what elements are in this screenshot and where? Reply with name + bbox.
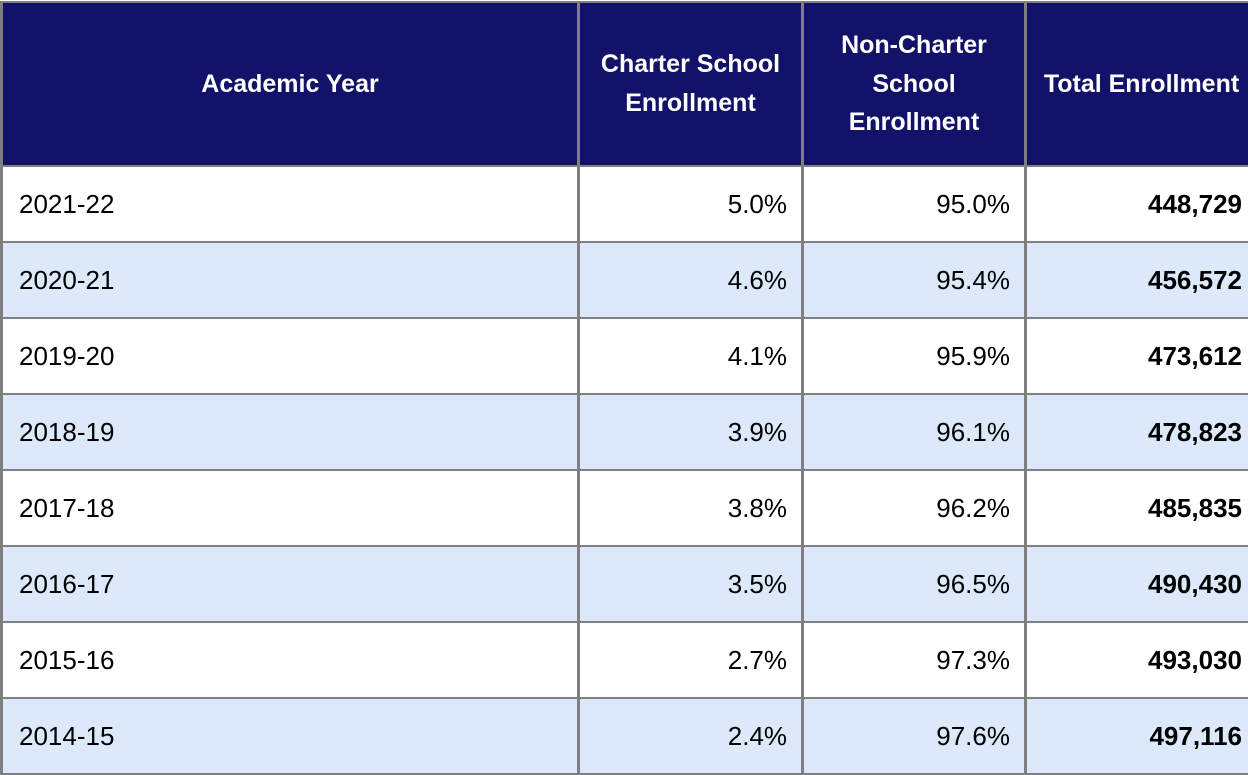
charter-pct-cell: 2.4% bbox=[579, 698, 803, 774]
non-charter-pct-cell: 95.4% bbox=[803, 242, 1026, 318]
total-enrollment-cell: 456,572 bbox=[1026, 242, 1248, 318]
table-row: 2018-19 3.9% 96.1% 478,823 bbox=[2, 394, 1248, 470]
table-row: 2015-16 2.7% 97.3% 493,030 bbox=[2, 622, 1248, 698]
non-charter-pct-cell: 96.2% bbox=[803, 470, 1026, 546]
non-charter-pct-cell: 97.6% bbox=[803, 698, 1026, 774]
column-header-academic-year: Academic Year bbox=[2, 2, 579, 166]
charter-pct-cell: 3.5% bbox=[579, 546, 803, 622]
academic-year-cell: 2014-15 bbox=[2, 698, 579, 774]
academic-year-cell: 2021-22 bbox=[2, 166, 579, 242]
table-body: 2021-22 5.0% 95.0% 448,729 2020-21 4.6% … bbox=[2, 166, 1248, 774]
non-charter-pct-cell: 95.9% bbox=[803, 318, 1026, 394]
charter-pct-cell: 3.8% bbox=[579, 470, 803, 546]
academic-year-cell: 2020-21 bbox=[2, 242, 579, 318]
total-enrollment-cell: 448,729 bbox=[1026, 166, 1248, 242]
charter-pct-cell: 3.9% bbox=[579, 394, 803, 470]
table-row: 2016-17 3.5% 96.5% 490,430 bbox=[2, 546, 1248, 622]
charter-pct-cell: 2.7% bbox=[579, 622, 803, 698]
total-enrollment-cell: 478,823 bbox=[1026, 394, 1248, 470]
academic-year-cell: 2015-16 bbox=[2, 622, 579, 698]
column-header-total-enrollment: Total Enrollment bbox=[1026, 2, 1248, 166]
table-row: 2021-22 5.0% 95.0% 448,729 bbox=[2, 166, 1248, 242]
academic-year-cell: 2017-18 bbox=[2, 470, 579, 546]
table-row: 2017-18 3.8% 96.2% 485,835 bbox=[2, 470, 1248, 546]
total-enrollment-cell: 490,430 bbox=[1026, 546, 1248, 622]
academic-year-cell: 2016-17 bbox=[2, 546, 579, 622]
total-enrollment-cell: 497,116 bbox=[1026, 698, 1248, 774]
total-enrollment-cell: 473,612 bbox=[1026, 318, 1248, 394]
header-row: Academic Year Charter School Enrollment … bbox=[2, 2, 1248, 166]
table-header: Academic Year Charter School Enrollment … bbox=[2, 2, 1248, 166]
charter-pct-cell: 5.0% bbox=[579, 166, 803, 242]
total-enrollment-cell: 493,030 bbox=[1026, 622, 1248, 698]
non-charter-pct-cell: 95.0% bbox=[803, 166, 1026, 242]
table-row: 2014-15 2.4% 97.6% 497,116 bbox=[2, 698, 1248, 774]
table-row: 2020-21 4.6% 95.4% 456,572 bbox=[2, 242, 1248, 318]
table-row: 2019-20 4.1% 95.9% 473,612 bbox=[2, 318, 1248, 394]
charter-pct-cell: 4.6% bbox=[579, 242, 803, 318]
column-header-non-charter-enrollment: Non-Charter School Enrollment bbox=[803, 2, 1026, 166]
column-header-charter-enrollment: Charter School Enrollment bbox=[579, 2, 803, 166]
charter-pct-cell: 4.1% bbox=[579, 318, 803, 394]
academic-year-cell: 2018-19 bbox=[2, 394, 579, 470]
non-charter-pct-cell: 96.1% bbox=[803, 394, 1026, 470]
total-enrollment-cell: 485,835 bbox=[1026, 470, 1248, 546]
non-charter-pct-cell: 97.3% bbox=[803, 622, 1026, 698]
academic-year-cell: 2019-20 bbox=[2, 318, 579, 394]
non-charter-pct-cell: 96.5% bbox=[803, 546, 1026, 622]
